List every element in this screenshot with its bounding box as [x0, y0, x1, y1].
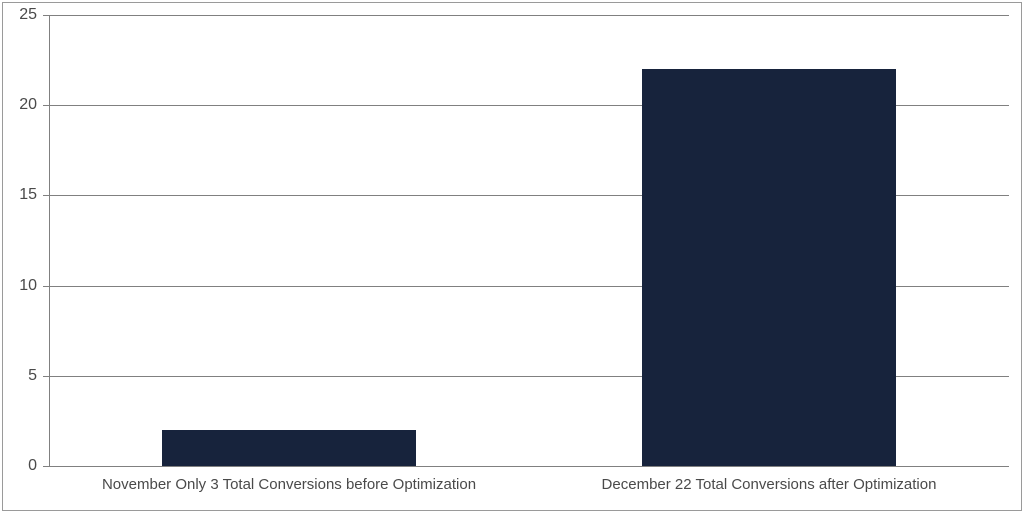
ytick-mark [43, 105, 49, 106]
x-category-label: December 22 Total Conversions after Opti… [602, 476, 937, 493]
ytick-mark [43, 286, 49, 287]
ytick-mark [43, 376, 49, 377]
ytick-label: 10 [3, 277, 37, 295]
ytick-mark [43, 15, 49, 16]
plot-area [49, 15, 1009, 466]
ytick-label: 5 [3, 367, 37, 385]
ytick-label: 25 [3, 6, 37, 24]
x-category-label: November Only 3 Total Conversions before… [102, 476, 476, 493]
ytick-mark [43, 466, 49, 467]
bar [642, 69, 896, 466]
ytick-label: 20 [3, 96, 37, 114]
gridline [49, 466, 1009, 467]
chart-frame: 0 5 10 15 20 25 November Only 3 Total Conversi… [2, 2, 1022, 511]
ytick-label: 0 [3, 457, 37, 475]
ytick-mark [43, 195, 49, 196]
y-axis [49, 15, 50, 466]
gridline [49, 15, 1009, 16]
bar [162, 430, 416, 466]
ytick-label: 15 [3, 186, 37, 204]
